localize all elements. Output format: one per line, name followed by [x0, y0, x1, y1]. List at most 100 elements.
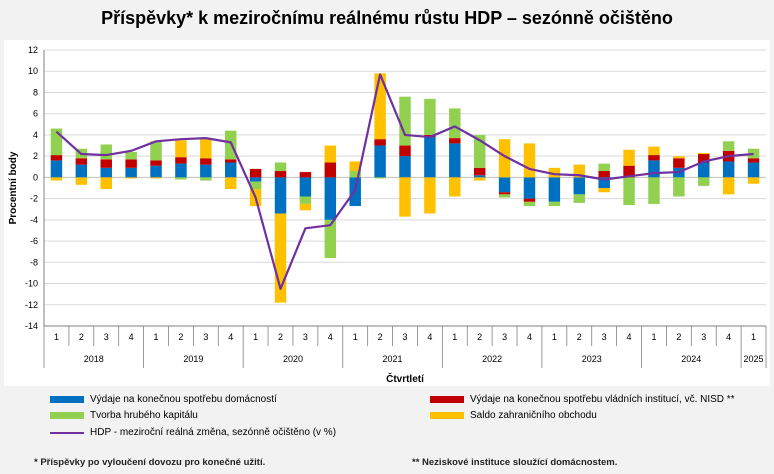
bar-segment	[598, 171, 610, 178]
bar-segment	[473, 175, 486, 178]
quarter-label: 2	[378, 332, 383, 342]
quarter-label: 2	[676, 332, 681, 342]
y-tick-label: 12	[28, 45, 38, 55]
bar-segment	[449, 143, 461, 178]
bar-segment	[100, 144, 112, 160]
bar-segment	[573, 177, 586, 195]
bar-segment	[399, 145, 411, 157]
bar-segment	[673, 158, 685, 168]
bar-segment	[299, 177, 312, 197]
bar-segment	[424, 177, 436, 214]
bar-segment	[449, 138, 461, 144]
bar-segment	[100, 167, 112, 178]
bar-segment	[299, 203, 312, 211]
bar-segment	[249, 181, 262, 190]
bar-segment	[473, 134, 486, 168]
quarter-label: 3	[104, 332, 109, 342]
bar-segment	[175, 157, 187, 164]
bar-segment	[299, 196, 312, 204]
bar-segment	[722, 177, 735, 195]
quarter-label: 3	[701, 332, 706, 342]
bar-segment	[424, 98, 436, 135]
bar-segment	[75, 164, 88, 178]
quarter-label: 3	[602, 332, 607, 342]
x-axis-label: Čtvrtletí	[386, 372, 425, 385]
bar-segment	[399, 156, 411, 178]
bar-segment	[100, 177, 112, 190]
year-label: 2023	[582, 354, 602, 364]
bar-segment	[324, 177, 337, 220]
bar-segment	[224, 177, 237, 190]
bar-segment	[722, 141, 735, 151]
chart-legend: Výdaje na konečnou spotřebu domácností Vý…	[4, 388, 770, 446]
bar-segment	[100, 159, 112, 168]
bar-segment	[424, 137, 436, 178]
legend-swatch	[430, 412, 464, 419]
quarter-label: 1	[452, 332, 457, 342]
bar-segment	[648, 160, 660, 178]
bar-segment	[125, 151, 137, 160]
y-tick-label: -2	[30, 194, 38, 204]
bar-segment	[399, 177, 411, 217]
y-tick-label: 8	[33, 87, 38, 97]
quarter-label: 1	[253, 332, 258, 342]
bar-segment	[523, 177, 536, 199]
year-label: 2019	[183, 354, 203, 364]
legend-label: Výdaje na konečnou spotřebu vládních ins…	[470, 394, 735, 405]
bar-segment	[498, 177, 511, 193]
bar-segment	[673, 156, 685, 159]
legend-label: Výdaje na konečnou spotřebu domácností	[90, 394, 277, 405]
bar-segment	[698, 177, 710, 186]
quarter-label: 2	[278, 332, 283, 342]
bar-segment	[125, 177, 137, 179]
y-tick-label: 10	[28, 66, 38, 76]
bar-segment	[473, 167, 486, 176]
quarter-label: 1	[154, 332, 159, 342]
y-tick-label: -4	[30, 215, 38, 225]
bar-segment	[50, 160, 63, 178]
year-label: 2022	[482, 354, 502, 364]
year-label: 2025	[744, 354, 764, 364]
y-tick-label: -14	[25, 321, 38, 331]
quarter-label: 1	[751, 332, 756, 342]
bar-segment	[50, 128, 63, 156]
bar-segment	[374, 145, 386, 178]
bar-segment	[648, 155, 660, 161]
bar-segment	[747, 162, 760, 178]
bar-segment	[698, 154, 710, 163]
quarter-label: 2	[178, 332, 183, 342]
bar-segment	[648, 177, 660, 204]
quarter-label: 4	[228, 332, 233, 342]
bar-segment	[75, 158, 88, 165]
y-tick-label: -8	[30, 257, 38, 267]
bar-segment	[374, 73, 386, 140]
bar-segment	[449, 177, 461, 197]
quarter-label: 4	[627, 332, 632, 342]
bar-segment	[150, 141, 162, 161]
bar-segment	[698, 152, 710, 155]
bar-segment	[324, 145, 337, 163]
legend-line-swatch	[50, 432, 84, 434]
quarter-label: 4	[129, 332, 134, 342]
y-axis-label: Procentní body	[8, 151, 19, 224]
bar-segment	[150, 165, 162, 178]
chart-title: Příspěvky* k meziročnímu reálnému růstu …	[101, 8, 673, 28]
quarter-label: 4	[328, 332, 333, 342]
legend-swatch	[50, 412, 84, 419]
bar-segment	[548, 177, 561, 202]
legend-swatch	[430, 396, 464, 403]
legend-label: HDP - meziroční reálná změna, sezónně oč…	[90, 427, 337, 438]
footnote-nisd: ** Neziskové instituce sloužící domácnos…	[412, 457, 618, 468]
bar-segment	[324, 219, 337, 259]
quarter-label: 2	[477, 332, 482, 342]
quarter-label: 3	[203, 332, 208, 342]
bar-segment	[523, 201, 536, 207]
gdp-line	[55, 73, 754, 290]
bar-segment	[249, 168, 262, 178]
y-tick-label: -12	[25, 300, 38, 310]
bar-segment	[150, 160, 162, 166]
bar-segment	[224, 162, 237, 178]
bar-segment	[449, 108, 461, 139]
